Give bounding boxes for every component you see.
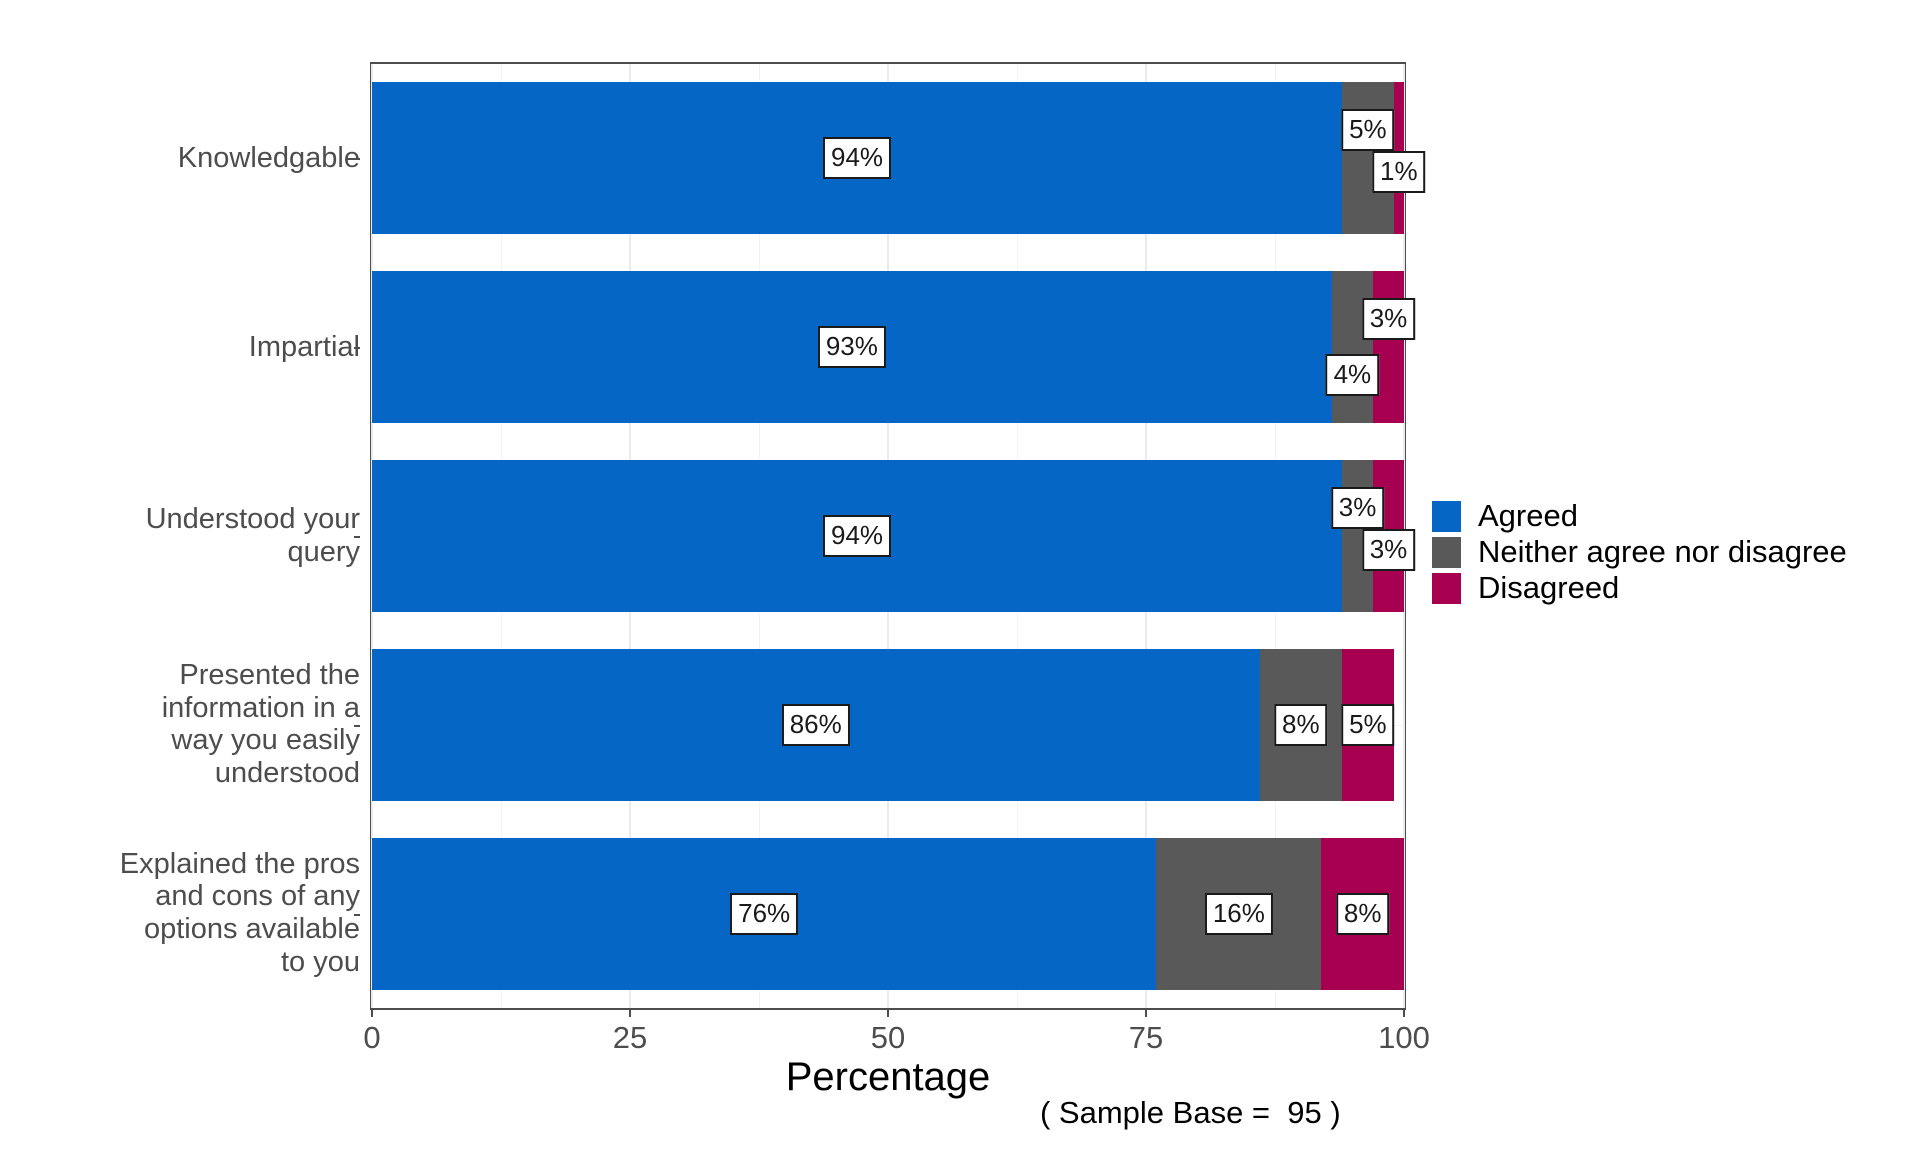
y-axis-category-line: way you easily (171, 724, 360, 757)
legend-item[interactable]: Disagreed (1432, 570, 1847, 606)
bar-row (372, 649, 1404, 801)
bar-row (372, 271, 1404, 423)
x-axis-tick-mark (371, 1010, 373, 1017)
y-axis-category-line: to you (281, 945, 360, 978)
y-axis-tick-mark (354, 536, 360, 538)
y-axis-tick-mark (354, 913, 360, 916)
y-axis-tick-mark (354, 724, 360, 727)
y-axis-category-line: Understood your (145, 503, 360, 535)
bar-value-label: 93% (817, 326, 886, 369)
bar-value-label: 76% (730, 892, 799, 935)
x-axis-title: Percentage (785, 1055, 991, 1099)
x-axis-tick-mark (1403, 1010, 1405, 1017)
legend-item[interactable]: Agreed (1432, 498, 1847, 534)
bar-value-label: 8% (1274, 703, 1328, 746)
bar-value-label: 4% (1325, 354, 1380, 397)
y-axis-tick-mark (354, 347, 360, 350)
bar-value-label: 3% (1361, 298, 1416, 341)
x-axis-tick-mark (1145, 1010, 1147, 1017)
y-axis-category-label: Impartial (0, 331, 360, 364)
bar-value-label: 5% (1341, 109, 1395, 152)
bar-value-label: 8% (1335, 892, 1390, 935)
y-axis-tick-mark (354, 158, 360, 161)
y-axis-category-line: information in a (161, 691, 360, 724)
plot-panel: 94% 5% 1% 93% 4% 3% 94% 3% 3% 86% 8% 5% 76% 16% 8% (370, 62, 1426, 1010)
y-axis-category-line: Knowledgable (177, 141, 360, 174)
x-axis-tick-mark (629, 1010, 631, 1017)
x-axis-tick-label: 25 (612, 1020, 648, 1055)
y-axis-labels: Knowledgable Impartial Understood your quer… (0, 62, 360, 1010)
legend-color-swatch (1432, 536, 1461, 568)
x-axis-tick-label: 100 (1378, 1020, 1430, 1055)
bar-value-label: 86% (781, 703, 850, 746)
bar-value-label: 16% (1204, 892, 1273, 935)
bar-segment (1373, 271, 1404, 423)
y-axis-category-line: Explained the pros (119, 847, 360, 880)
y-axis-category-line: Presented the (179, 658, 360, 691)
bar-value-label: 3% (1330, 487, 1385, 529)
y-axis-category-line: query (287, 535, 360, 568)
x-axis-tick-mark (887, 1010, 889, 1017)
bar-segment (1331, 271, 1374, 423)
bar-value-label: 1% (1372, 151, 1426, 194)
legend-item[interactable]: Neither agree nor disagree (1432, 534, 1847, 570)
legend-item-label: Neither agree nor disagree (1478, 534, 1847, 569)
bar-value-label: 94% (823, 137, 892, 180)
y-axis-category-label: Knowledgable (0, 142, 360, 175)
y-axis-category-line: understood (214, 757, 360, 790)
y-axis-category-label: Presented the information in a way you eas… (0, 659, 360, 790)
x-axis-tick-label: 75 (1128, 1020, 1164, 1055)
plot-inner: 94% 5% 1% 93% 4% 3% 94% 3% 3% 86% 8% 5% 76% 16% 8% (371, 64, 1426, 1008)
y-axis-category-line: options available (143, 913, 360, 946)
legend-color-swatch (1432, 500, 1461, 532)
x-axis-tick-label: 0 (363, 1020, 381, 1055)
legend-color-swatch (1432, 572, 1461, 604)
y-axis-category-line: and cons of any (155, 880, 360, 913)
legend-item-label: Agreed (1478, 498, 1578, 533)
bar-value-label: 5% (1341, 703, 1395, 746)
x-axis-ticks: 0 25 50 75 100 (363, 1010, 1430, 1070)
y-axis-category-line: Impartial (248, 330, 360, 363)
x-axis-tick-label: 50 (870, 1020, 906, 1055)
y-axis-category-label: Explained the pros and cons of any options… (0, 848, 360, 979)
bar-value-label: 94% (823, 515, 892, 557)
legend-item-label: Disagreed (1478, 570, 1620, 605)
y-axis-category-label: Understood your query (0, 503, 360, 569)
bar-value-label: 3% (1361, 529, 1416, 571)
sample-base-note: ( Sample Base = 95 ) (1040, 1095, 1341, 1130)
chart-legend: Agreed Neither agree nor disagree Disagree… (1432, 498, 1847, 606)
